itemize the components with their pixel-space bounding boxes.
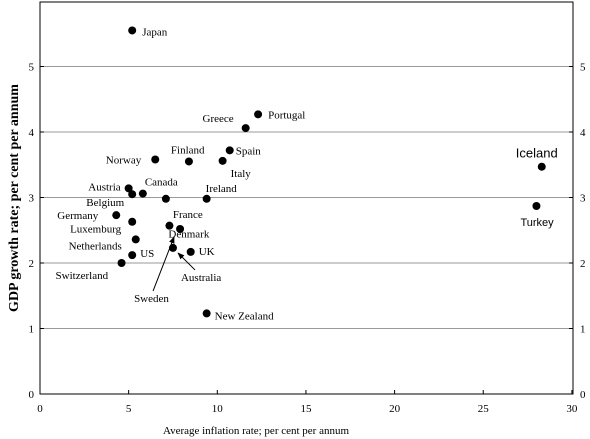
label-austria: Austria	[88, 181, 121, 193]
point-iceland	[537, 162, 546, 171]
point-netherlands	[131, 235, 140, 244]
x-tick-label: 15	[300, 403, 312, 415]
point-portugal	[254, 110, 263, 119]
label-uk: UK	[199, 246, 215, 258]
point-belgium	[128, 190, 137, 199]
axis-ticks: 0 01 12 23 34 45 50 5 10 15 20 25 30	[29, 62, 587, 416]
label-australia: Australia	[181, 272, 221, 284]
point-greece	[241, 124, 250, 133]
y-tick-label-right: 3	[580, 193, 586, 205]
y-tick-label-right: 5	[580, 62, 586, 74]
label-france: France	[173, 209, 203, 221]
label-ireland: Ireland	[206, 183, 238, 195]
point-us	[128, 251, 137, 260]
point-denmark	[165, 221, 174, 230]
point-luxemburg	[128, 217, 137, 226]
label-germany: Germany	[57, 210, 98, 222]
point-ireland	[202, 194, 211, 203]
point-switzerland	[117, 259, 126, 267]
y-tick-label-right: 0	[580, 389, 586, 401]
y-axis-title: GDP growth rate; per cent per annum	[7, 84, 22, 312]
y-tick-label-left: 2	[29, 258, 35, 270]
point-austria	[124, 184, 133, 193]
label-sweden: Sweden	[134, 293, 169, 305]
label-canada: Canada	[145, 177, 178, 189]
point-uk	[186, 247, 195, 256]
point-canada	[138, 189, 147, 198]
point-finland	[184, 157, 193, 166]
y-tick-label-left: 1	[29, 324, 35, 336]
x-tick-label: 20	[389, 403, 401, 415]
point-sweden	[176, 224, 185, 233]
point-australia	[168, 243, 177, 252]
x-tick-label: 10	[212, 403, 224, 415]
gridlines	[40, 66, 573, 329]
point-turkey	[532, 202, 541, 211]
label-japan: Japan	[142, 26, 168, 38]
x-tick-label: 25	[478, 403, 490, 415]
label-italy: Italy	[231, 168, 252, 180]
y-tick-label-left: 3	[29, 193, 35, 205]
x-tick-label: 30	[566, 403, 578, 415]
point-germany	[112, 211, 121, 220]
label-us: US	[140, 248, 154, 260]
label-spain: Spain	[236, 145, 262, 157]
y-tick-label-left: 0	[29, 389, 35, 401]
x-axis-title: Average inflation rate; per cent per ann…	[163, 425, 350, 437]
label-turkey: Turkey	[520, 217, 554, 229]
y-tick-label-right: 1	[580, 324, 586, 336]
point-spain	[225, 146, 234, 155]
label-belgium: Belgium	[86, 197, 124, 209]
x-tick-label: 5	[126, 403, 132, 415]
australia-arrow	[177, 252, 196, 271]
label-denmark: Denmark	[168, 229, 209, 241]
point-norway	[151, 155, 160, 164]
label-new-zealand: New Zealand	[215, 310, 274, 322]
label-norway: Norway	[106, 155, 142, 167]
label-greece: Greece	[203, 113, 234, 125]
y-tick-label-left: 4	[29, 127, 35, 139]
label-iceland: Iceland	[516, 146, 558, 161]
point-france	[161, 194, 170, 203]
y-tick-label-right: 4	[580, 127, 586, 139]
point-japan	[128, 26, 137, 35]
data-points	[112, 26, 546, 318]
point-labels: Japan Portugal Greece Spain Finland Norway Ita…	[56, 26, 558, 322]
label-luxemburg: Luxemburg	[70, 224, 122, 236]
y-tick-label-right: 2	[580, 258, 586, 270]
label-netherlands: Netherlands	[69, 240, 122, 252]
point-italy	[218, 156, 227, 165]
x-tick-label: 0	[37, 403, 43, 415]
y-tick-label-left: 5	[29, 62, 35, 74]
point-new-zealand	[202, 309, 211, 318]
label-switzerland: Switzerland	[56, 270, 109, 282]
label-finland: Finland	[171, 144, 205, 156]
label-portugal: Portugal	[268, 109, 305, 121]
